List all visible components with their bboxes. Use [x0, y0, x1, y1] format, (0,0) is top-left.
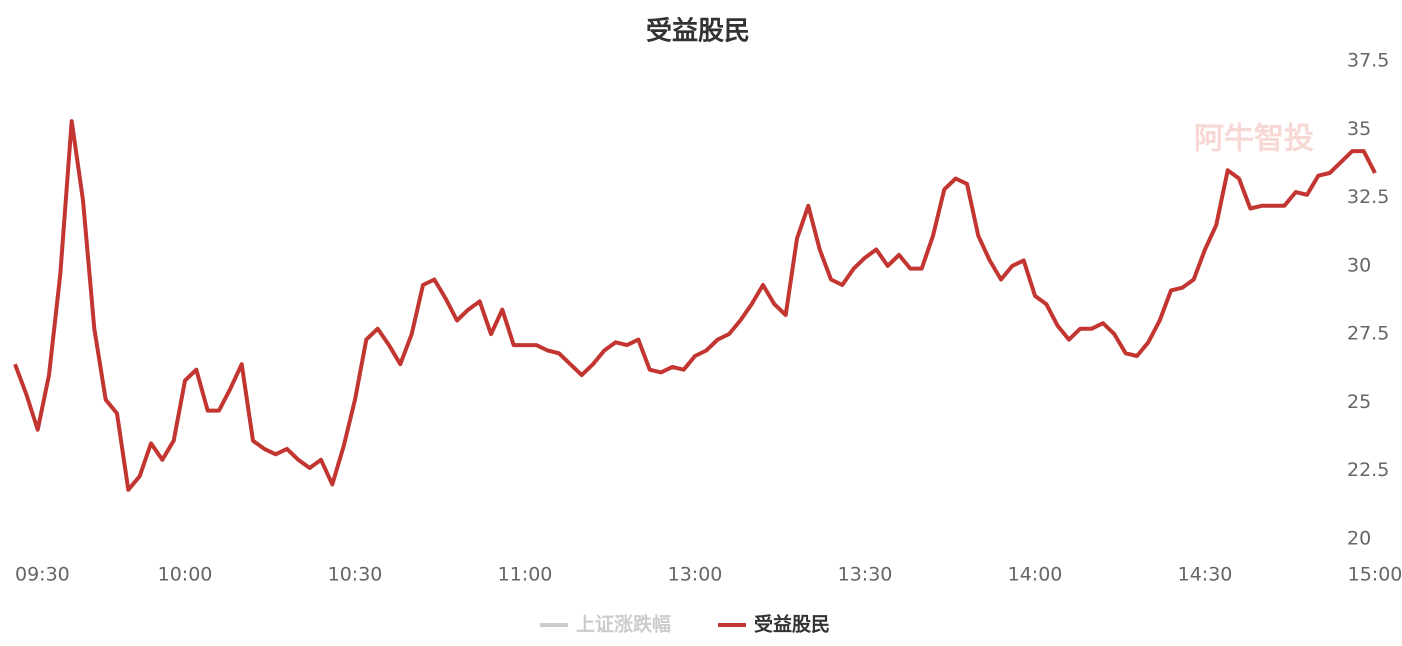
x-tick-label: 10:00	[158, 564, 213, 586]
legend-item[interactable]: 上证涨跌幅	[540, 613, 671, 636]
x-tick-label: 09:30	[15, 564, 70, 586]
x-tick-label: 13:00	[668, 564, 723, 586]
y-tick-label: 25	[1347, 391, 1371, 413]
y-tick-label: 32.5	[1347, 186, 1389, 208]
legend-label: 上证涨跌幅	[576, 613, 671, 636]
y-tick-label: 35	[1347, 118, 1371, 140]
x-tick-label: 10:30	[328, 564, 383, 586]
y-tick-label: 30	[1347, 254, 1371, 276]
legend-item[interactable]: 受益股民	[718, 613, 830, 636]
y-tick-label: 27.5	[1347, 323, 1389, 345]
legend-label: 受益股民	[754, 613, 830, 636]
chart-title: 受益股民	[646, 16, 750, 47]
y-tick-label: 22.5	[1347, 459, 1389, 481]
x-tick-label: 14:30	[1178, 564, 1233, 586]
x-tick-label: 15:00	[1348, 564, 1402, 586]
x-tick-label: 11:00	[498, 564, 553, 586]
y-tick-label: 37.5	[1347, 50, 1389, 72]
x-tick-label: 14:00	[1008, 564, 1063, 586]
y-tick-label: 20	[1347, 528, 1371, 550]
series-line	[13, 119, 1377, 492]
x-tick-label: 13:30	[838, 564, 893, 586]
watermark: 阿牛智投	[1194, 122, 1314, 157]
